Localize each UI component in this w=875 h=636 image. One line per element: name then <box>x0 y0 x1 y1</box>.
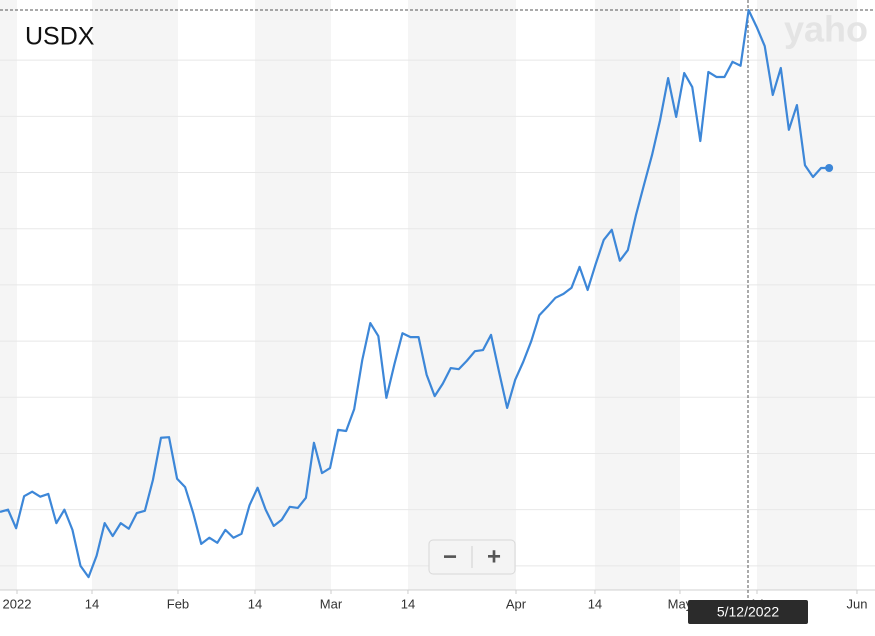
date-band <box>0 0 17 590</box>
x-tick-label: Jun <box>846 596 867 611</box>
chart-title: USDX <box>25 23 95 51</box>
x-tick-label: May <box>668 596 693 611</box>
watermark: yaho <box>784 9 868 50</box>
x-tick-label: 2022 <box>3 596 32 611</box>
tooltip-date: 5/12/2022 <box>717 604 779 620</box>
date-band <box>92 0 178 590</box>
x-tick-label: 14 <box>85 596 99 611</box>
date-band <box>756 0 857 590</box>
plot <box>0 9 834 579</box>
tooltip-box <box>688 600 808 624</box>
last-point <box>825 164 834 173</box>
date-band <box>407 0 516 590</box>
zoom-out-button[interactable]: − <box>443 543 457 570</box>
zoom-in-button[interactable]: + <box>487 543 501 570</box>
line <box>0 9 830 579</box>
x-axis-labels: 202214Feb14Mar14Apr14May14Jun <box>3 590 867 611</box>
crosshair-tooltip: 5/12/2022 <box>688 600 808 624</box>
x-tick-label: 14 <box>401 596 415 611</box>
x-tick-label: 14 <box>588 596 602 611</box>
x-tick-label: Mar <box>320 596 343 611</box>
x-tick-label: Feb <box>167 596 189 611</box>
date-band <box>594 0 680 590</box>
x-tick-label: 14 <box>248 596 262 611</box>
x-tick-label: Apr <box>506 596 527 611</box>
grid <box>0 59 875 567</box>
zoom-controls: − + <box>428 539 516 575</box>
date-bands <box>0 0 857 590</box>
date-band <box>255 0 332 590</box>
